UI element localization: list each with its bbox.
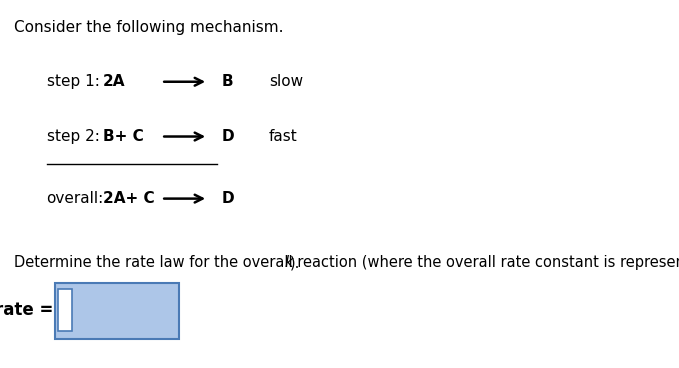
Text: step 2:: step 2:: [47, 129, 100, 144]
Text: B+ C: B+ C: [103, 129, 143, 144]
Text: D: D: [222, 129, 235, 144]
Text: Determine the rate law for the overall reaction (where the overall rate constant: Determine the rate law for the overall r…: [14, 255, 679, 270]
Text: slow: slow: [269, 74, 303, 89]
Text: 2A: 2A: [103, 74, 125, 89]
Text: B: B: [222, 74, 234, 89]
Text: fast: fast: [269, 129, 297, 144]
Text: D: D: [222, 191, 235, 206]
Text: k: k: [285, 255, 293, 270]
Text: step 1:: step 1:: [47, 74, 100, 89]
Text: rate =: rate =: [0, 301, 54, 319]
Bar: [55, 283, 179, 339]
Text: overall:: overall:: [47, 191, 104, 206]
Text: Consider the following mechanism.: Consider the following mechanism.: [14, 20, 283, 35]
Text: ).: ).: [290, 255, 300, 270]
Bar: [58, 289, 72, 331]
Text: 2A+ C: 2A+ C: [103, 191, 154, 206]
